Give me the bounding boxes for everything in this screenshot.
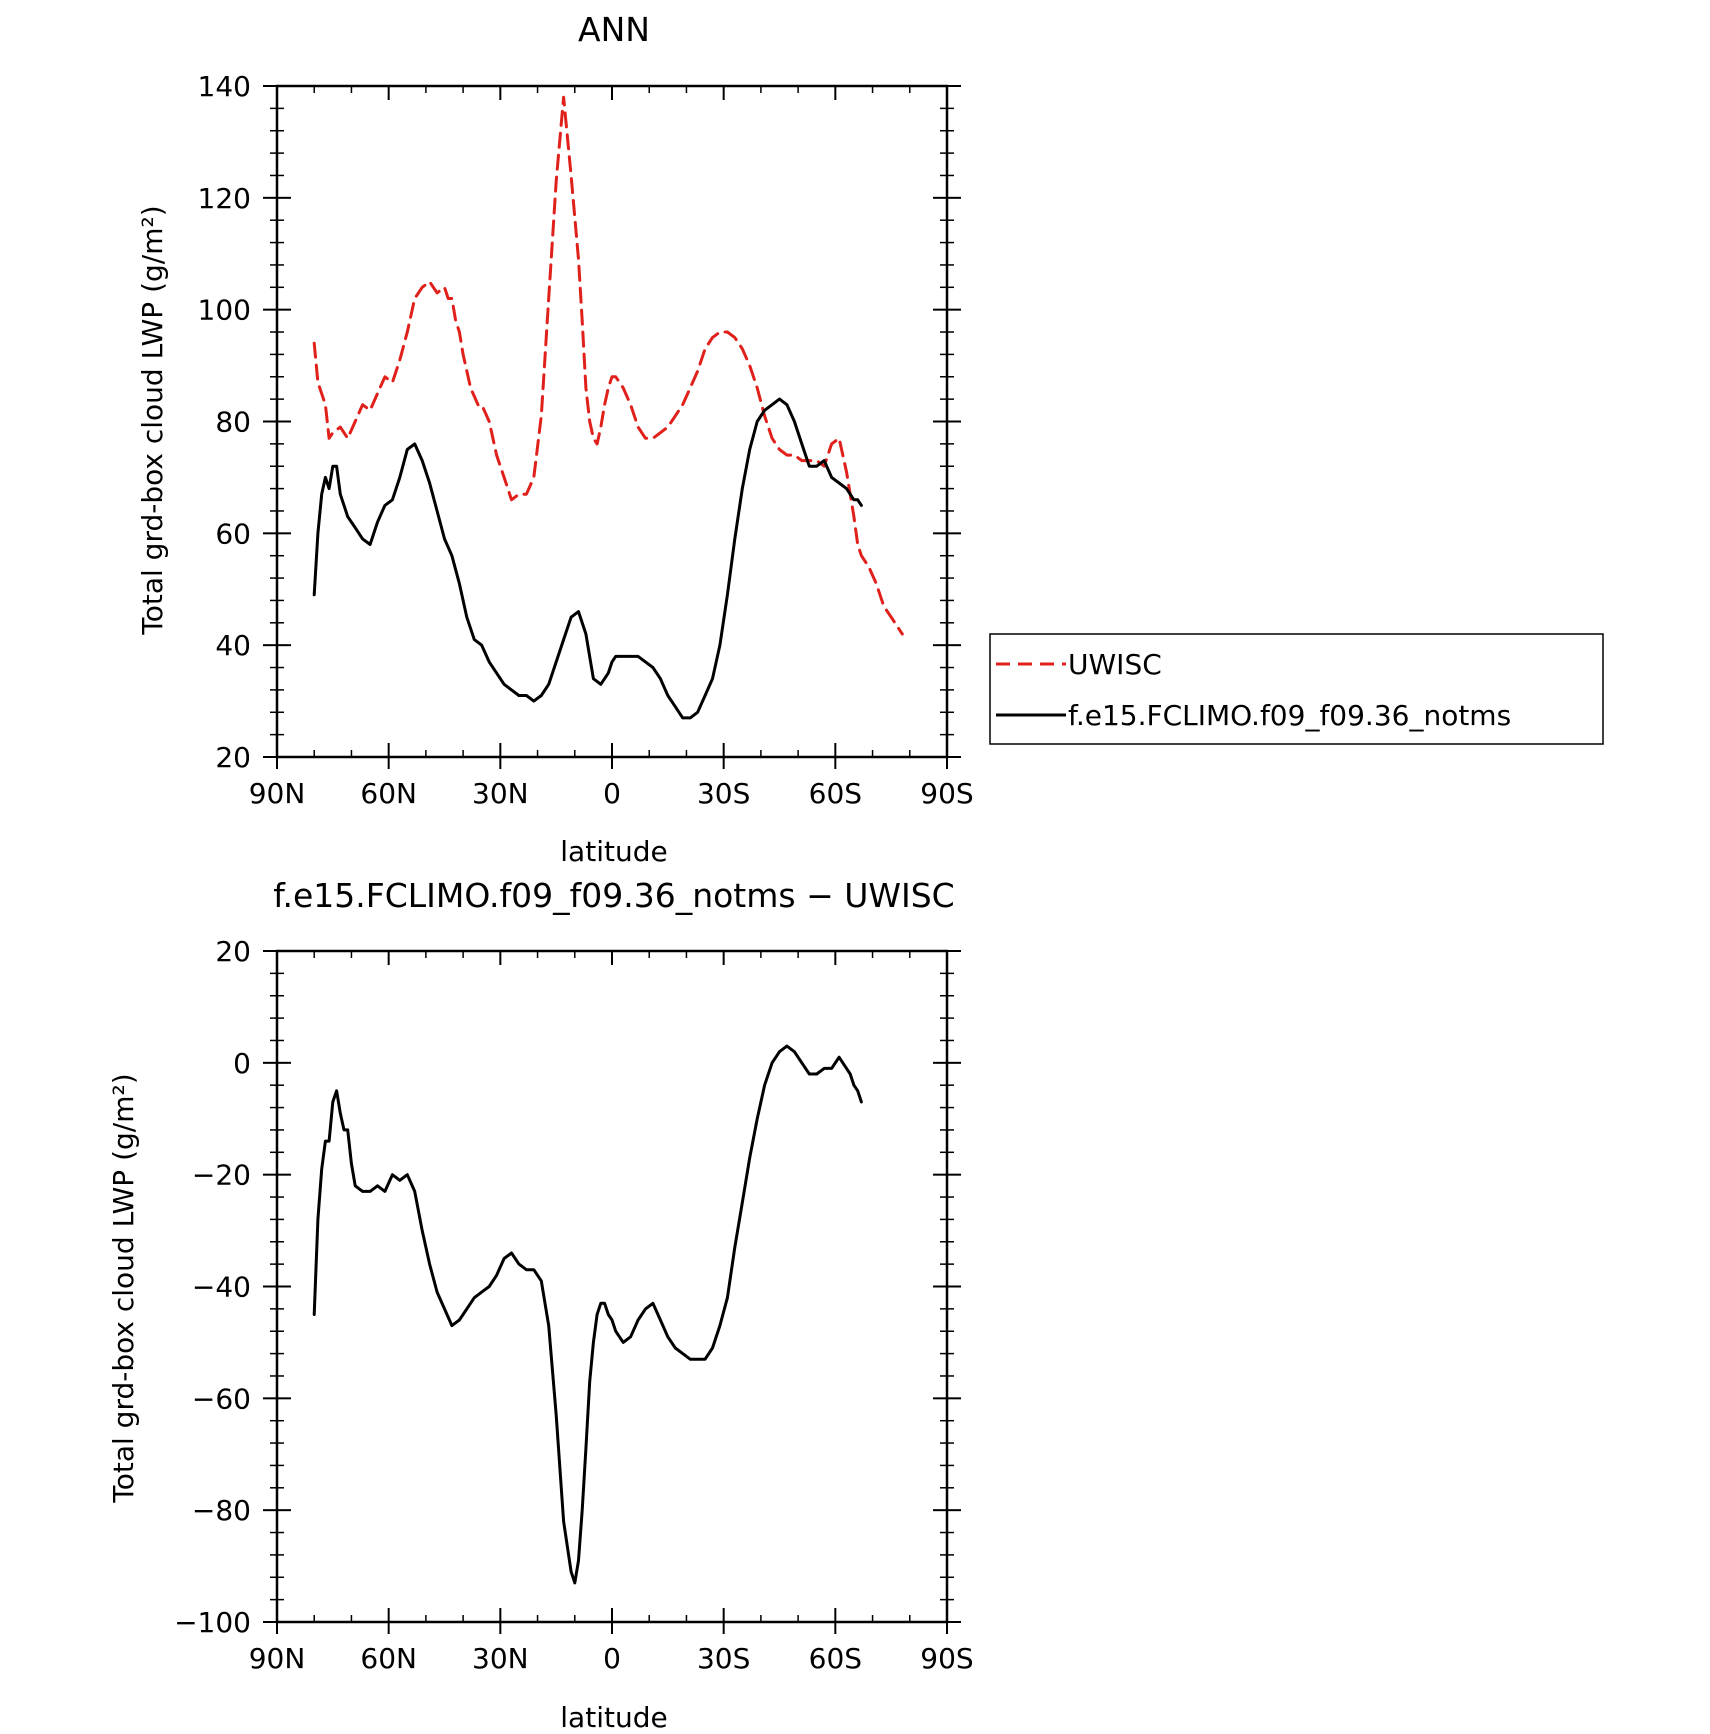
top-y-tick-label: 100 — [198, 294, 251, 327]
bottom-x-axis-title: latitude — [560, 1701, 667, 1734]
legend-box — [989, 633, 1604, 745]
top-series-line-0 — [312, 95, 904, 636]
bottom-plot-title: f.e15.FCLIMO.f09_f09.36_notms − UWISC — [273, 876, 954, 915]
legend-label-model: f.e15.FCLIMO.f09_f09.36_notms — [1068, 699, 1511, 732]
top-x-tick-label: 60S — [809, 777, 862, 810]
bottom-x-tick-label: 30S — [697, 1642, 750, 1675]
top-y-tick-label: 60 — [215, 517, 251, 550]
top-y-axis-title: Total grd-box cloud LWP (g/m²) — [136, 205, 169, 635]
bottom-y-tick-label: 0 — [233, 1047, 251, 1080]
top-y-tick-label: 40 — [215, 629, 251, 662]
bottom-y-axis-title: Total grd-box cloud LWP (g/m²) — [107, 1073, 140, 1503]
bottom-y-tick-label: −80 — [192, 1494, 251, 1527]
top-plot-frame — [275, 84, 949, 759]
bottom-x-tick-label: 0 — [603, 1642, 621, 1675]
top-x-tick-label: 60N — [360, 777, 417, 810]
bottom-x-tick-label: 90N — [249, 1642, 306, 1675]
top-plot-area: 90N 60N 30N 0 30S 60S 90S 20 40 60 80 100 120 140 — [198, 70, 974, 810]
top-y-tick-label: 20 — [215, 741, 251, 774]
top-series-line-1 — [312, 397, 863, 720]
top-panel: ANN 90N 60N 30N 0 30S 60S 90S 20 40 60 80 100 120 140… — [136, 10, 1604, 868]
legend: UWISC f.e15.FCLIMO.f09_f09.36_notms — [989, 633, 1604, 745]
bottom-y-tick-label: −100 — [174, 1606, 251, 1639]
top-y-tick-label: 120 — [198, 182, 251, 215]
bottom-series-line-0 — [312, 1044, 863, 1585]
top-x-tick-label: 90S — [920, 777, 973, 810]
bottom-plot-frame — [275, 949, 949, 1624]
top-plot-title: ANN — [578, 10, 650, 49]
bottom-y-tick-label: −20 — [192, 1159, 251, 1192]
top-x-tick-label: 0 — [603, 777, 621, 810]
bottom-plot-area: 90N 60N 30N 0 30S 60S 90S −100 −80 −60 −40 −20 0 20 — [174, 935, 974, 1675]
bottom-x-tick-label: 30N — [472, 1642, 529, 1675]
bottom-x-tick-label: 60S — [809, 1642, 862, 1675]
top-x-tick-label: 30S — [697, 777, 750, 810]
bottom-y-tick-label: −40 — [192, 1271, 251, 1304]
top-x-tick-label: 90N — [249, 777, 306, 810]
bottom-y-tick-label: 20 — [215, 935, 251, 968]
bottom-y-tick-label: −60 — [192, 1382, 251, 1415]
legend-label-uwisc: UWISC — [1068, 648, 1162, 681]
top-x-tick-label: 30N — [472, 777, 529, 810]
top-y-tick-label: 140 — [198, 70, 251, 103]
bottom-x-tick-label: 60N — [360, 1642, 417, 1675]
bottom-panel: f.e15.FCLIMO.f09_f09.36_notms − UWISC 90… — [107, 876, 974, 1734]
top-x-axis-title: latitude — [560, 835, 667, 868]
top-y-tick-label: 80 — [215, 406, 251, 439]
bottom-x-tick-label: 90S — [920, 1642, 973, 1675]
